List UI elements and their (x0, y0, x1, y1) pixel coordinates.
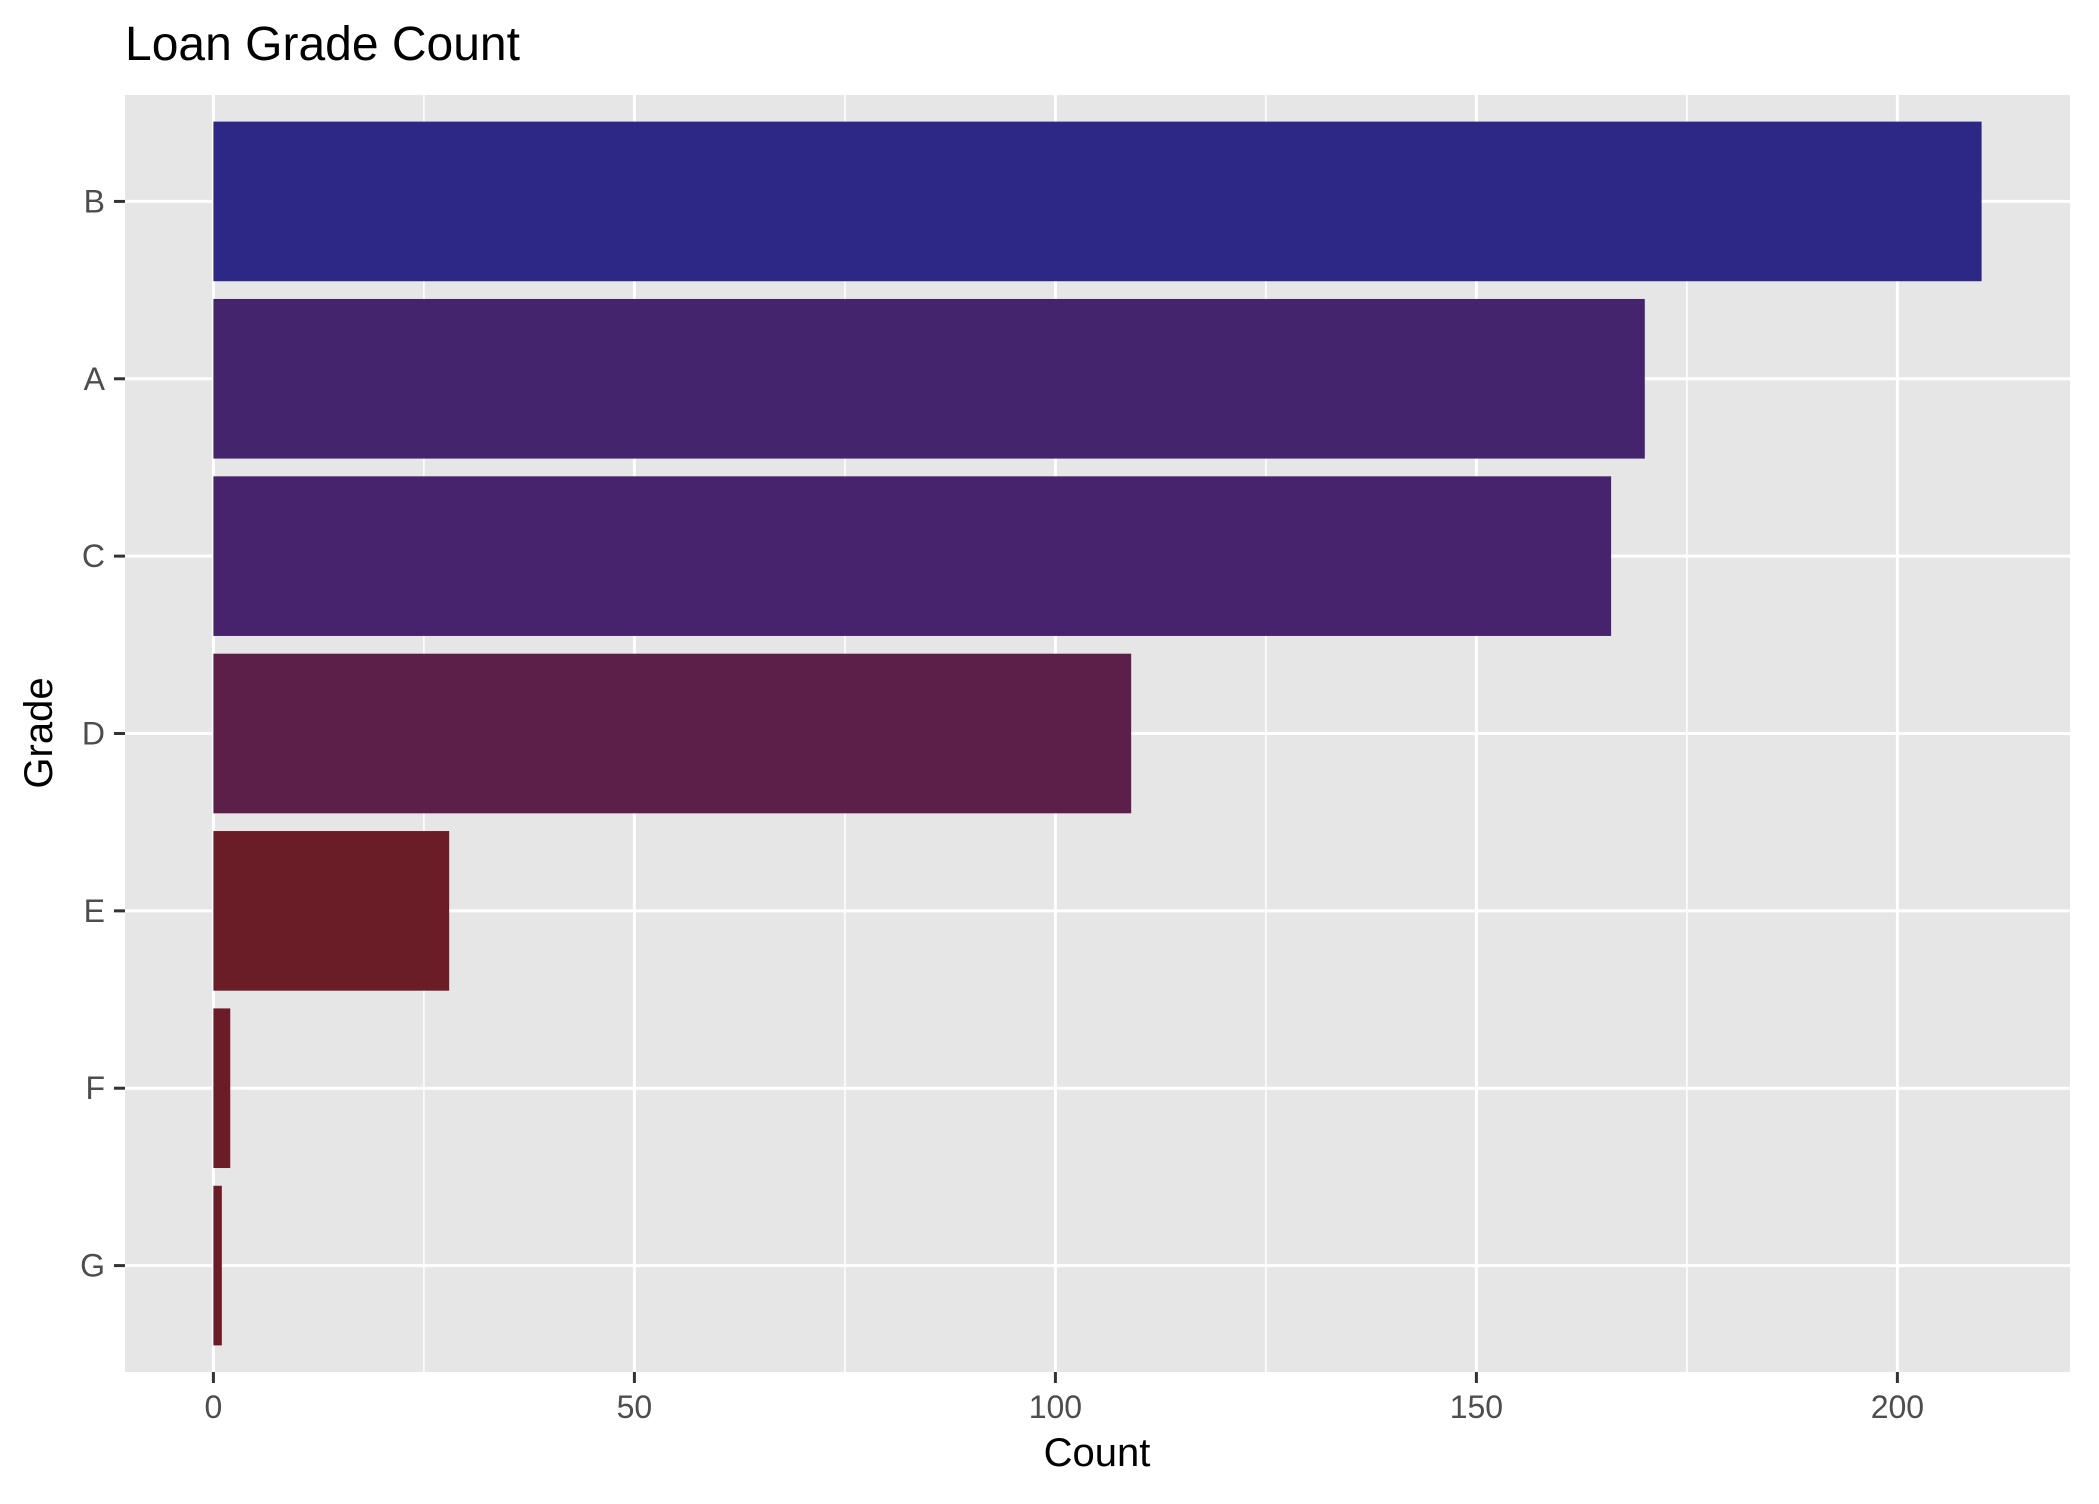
y-tick-label: E (84, 893, 105, 929)
y-tick-label: D (82, 716, 105, 752)
x-axis: 0 50 100 150 200 (205, 1372, 1924, 1425)
bars (213, 121, 1982, 1346)
x-tick-label: 150 (1450, 1389, 1503, 1425)
x-tick-label: 50 (617, 1389, 653, 1425)
x-tick-label: 0 (205, 1389, 223, 1425)
bar-f (213, 1008, 231, 1169)
bar-b (213, 121, 1982, 282)
chart-title: Loan Grade Count (125, 18, 520, 71)
bar-d (213, 653, 1132, 814)
y-axis-title: Grade (17, 677, 61, 788)
x-axis-title: Count (1044, 1431, 1151, 1475)
x-tick-label: 100 (1029, 1389, 1082, 1425)
bar-e (213, 831, 450, 991)
y-tick-label: G (80, 1248, 105, 1284)
bar-a (213, 298, 1645, 459)
bar-c (213, 476, 1612, 636)
bar-g (213, 1185, 222, 1346)
x-tick-label: 200 (1871, 1389, 1924, 1425)
y-tick-label: F (85, 1070, 105, 1106)
y-tick-label: A (84, 361, 106, 397)
y-tick-label: C (82, 538, 105, 574)
y-axis: B A C D E F G (80, 183, 125, 1284)
y-tick-label: B (84, 183, 105, 219)
